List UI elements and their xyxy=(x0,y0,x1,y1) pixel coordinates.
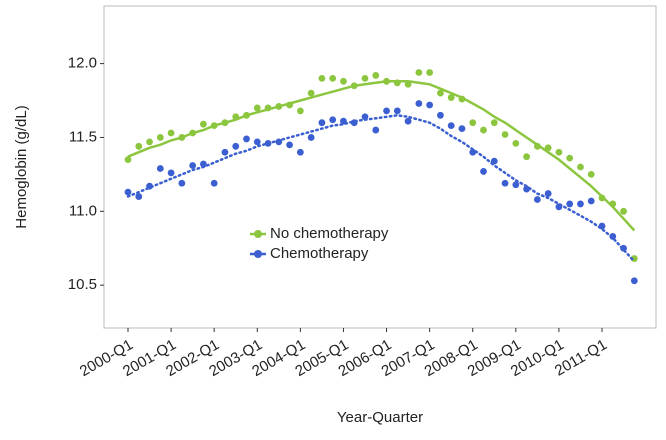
point xyxy=(512,181,520,189)
point xyxy=(587,170,595,178)
point xyxy=(630,277,638,285)
point xyxy=(135,142,143,150)
point xyxy=(383,107,390,115)
point xyxy=(253,138,261,146)
point xyxy=(124,156,132,164)
point xyxy=(544,190,552,197)
legend-marker xyxy=(254,230,262,238)
y-axis-title: Hemoglobin (g/dL) xyxy=(13,105,30,228)
point xyxy=(577,163,584,171)
point xyxy=(135,193,143,200)
point xyxy=(469,148,477,156)
point xyxy=(200,120,207,128)
point xyxy=(512,139,520,147)
point xyxy=(404,117,412,125)
point xyxy=(210,179,218,187)
point xyxy=(437,111,444,119)
point xyxy=(156,134,164,141)
point xyxy=(200,160,207,168)
point xyxy=(393,107,401,115)
point xyxy=(156,165,164,172)
point xyxy=(296,148,304,156)
point xyxy=(361,74,369,82)
point xyxy=(469,119,477,127)
point xyxy=(523,153,531,161)
point xyxy=(167,129,175,137)
point xyxy=(533,196,541,203)
fit-line xyxy=(126,114,636,263)
point xyxy=(286,141,293,149)
y-tick-label: 11.5 xyxy=(69,128,97,145)
y-tick-label: 10.5 xyxy=(68,276,97,293)
legend-label: Chemotherapy xyxy=(270,245,369,262)
point xyxy=(372,126,380,134)
point xyxy=(307,134,315,141)
point xyxy=(480,168,487,175)
point xyxy=(329,74,337,82)
point xyxy=(501,131,509,138)
point xyxy=(146,138,153,146)
point xyxy=(577,200,584,208)
point xyxy=(501,179,509,187)
point xyxy=(587,197,595,205)
point xyxy=(232,142,240,150)
y-tick-label: 11.0 xyxy=(69,202,97,219)
point xyxy=(415,100,423,107)
y-tick-label: 12.0 xyxy=(68,55,97,72)
point xyxy=(243,135,250,143)
point xyxy=(189,162,197,169)
plot-area xyxy=(103,5,657,329)
point xyxy=(566,154,574,162)
legend-label: No chemotherapy xyxy=(270,225,389,242)
point xyxy=(458,125,466,132)
point xyxy=(296,107,304,115)
point xyxy=(437,89,444,97)
point xyxy=(307,89,315,97)
point xyxy=(447,94,455,101)
fit-line xyxy=(127,80,636,232)
point xyxy=(253,104,261,112)
point xyxy=(426,101,434,109)
point xyxy=(178,179,186,187)
point xyxy=(620,207,627,215)
point xyxy=(480,126,487,134)
point xyxy=(415,69,423,76)
point xyxy=(329,116,337,124)
point xyxy=(124,188,132,196)
point xyxy=(372,72,380,79)
point xyxy=(544,144,552,152)
point xyxy=(318,119,326,127)
point xyxy=(490,119,498,127)
point xyxy=(221,148,229,156)
point xyxy=(426,69,434,76)
legend-marker xyxy=(254,250,262,258)
point xyxy=(340,77,347,85)
point xyxy=(318,74,326,82)
point xyxy=(555,148,563,156)
point xyxy=(566,200,574,208)
point xyxy=(167,169,175,177)
point xyxy=(447,122,455,130)
x-axis-title: Year-Quarter xyxy=(337,409,423,426)
